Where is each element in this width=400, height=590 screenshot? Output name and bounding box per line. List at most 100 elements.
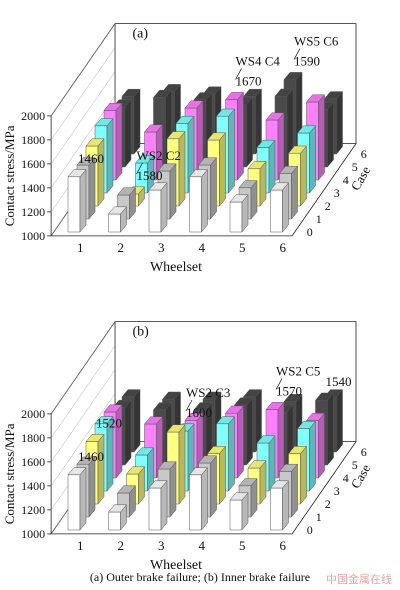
bar-side (169, 163, 177, 220)
bar-top (224, 92, 245, 100)
annotation-label: 1580 (137, 168, 163, 183)
annotation-label: 1520 (96, 416, 122, 431)
bar-top (94, 118, 114, 127)
figure-caption: (a) Outer brake failure; (b) Inner brake… (89, 570, 311, 584)
bar-top (283, 394, 303, 402)
y-axis-title: Contact stress/MPa (2, 125, 17, 226)
bar-front (229, 499, 243, 531)
bar-top (143, 416, 164, 425)
bar-top (85, 138, 105, 147)
annotation-label: WS2 C2 (137, 148, 181, 163)
annotation-label: WS4 C4 (236, 54, 281, 69)
bar-top (323, 91, 344, 100)
bar-side (97, 433, 105, 505)
bar-side (201, 466, 208, 531)
bar-top (265, 112, 285, 121)
bar-top (238, 180, 258, 189)
grid-line (50, 345, 116, 439)
bar-top (278, 165, 299, 174)
bar-side (318, 94, 325, 181)
y-tick-label: 1000 (21, 229, 45, 243)
bar-top (157, 163, 177, 172)
x-tick-label: 3 (158, 538, 165, 553)
bar-top (193, 92, 213, 101)
x-tick-label: 3 (158, 240, 165, 255)
bar-top (116, 485, 137, 494)
bar-side (300, 145, 307, 207)
case-tick-label: 3 (334, 484, 340, 498)
annotation-label: 1460 (78, 449, 104, 464)
bar-ws5-case0 (229, 194, 249, 233)
watermark: 中国金属在线 (326, 573, 392, 586)
bar-front (67, 474, 81, 531)
bar-top (161, 391, 182, 400)
bar-front (270, 189, 283, 233)
case-tick-label: 3 (334, 186, 340, 200)
bar-front (67, 176, 81, 233)
bar-top (188, 467, 209, 476)
bar-side (300, 445, 307, 505)
x-tick-label: 1 (77, 240, 84, 255)
bar-side (291, 165, 298, 220)
bar-ws2-case3 (134, 155, 155, 194)
bar-side (97, 138, 105, 207)
chart-panel-a: 1000 1200 1400 1600 1800 2000 Contact stress/M… (2, 23, 373, 275)
bar-ws3-case0 (148, 182, 168, 233)
bar-top (157, 461, 177, 470)
grid-line (50, 71, 116, 165)
case-tick-label: 0 (307, 523, 313, 537)
annotation-label: WS2 C5 (276, 364, 320, 379)
bar-side (336, 90, 343, 155)
bar-ws5-case0 (229, 492, 249, 531)
bar-top (175, 115, 195, 124)
bar-side (133, 388, 141, 453)
case-tick-label: 4 (343, 471, 349, 485)
annotation-label: 1590 (294, 54, 320, 69)
bar-front (189, 474, 202, 531)
bar-top (103, 404, 123, 413)
bar-top (287, 446, 308, 454)
bar-top (107, 504, 128, 513)
bar-top (247, 460, 267, 469)
bar-top (242, 389, 263, 398)
bar-side (246, 96, 253, 168)
annotation-leader (235, 68, 242, 80)
bar-top (67, 467, 87, 476)
bar-top (274, 88, 294, 97)
bar-ws4-case0 (188, 466, 209, 531)
bar-top (247, 161, 267, 170)
bar-side (309, 420, 316, 492)
bar-top (121, 389, 141, 398)
annotation-label: 1600 (186, 405, 212, 420)
bar-top (197, 157, 218, 166)
bar-top (283, 72, 303, 80)
chart-back-wall (114, 321, 357, 442)
bar-front (148, 189, 162, 233)
bar-top (269, 182, 290, 191)
bar-top (305, 94, 326, 103)
bar-top (206, 132, 227, 141)
case-tick-label: 5 (352, 160, 358, 174)
bar-side (178, 424, 186, 505)
bar-top (76, 456, 96, 465)
bar-side (268, 435, 276, 492)
case-tick-label: 2 (325, 199, 331, 213)
annotation-label: 1570 (276, 384, 302, 399)
bar-side (169, 461, 177, 518)
bar-top (125, 466, 146, 475)
y-tick-label: 2000 (21, 407, 45, 421)
bar-top (134, 155, 155, 164)
bar-top (256, 435, 276, 444)
bar-side (210, 157, 217, 220)
bar-side (210, 455, 217, 518)
bar-side (228, 415, 235, 492)
case-tick-label: 6 (361, 147, 367, 161)
bar-front (148, 487, 162, 531)
x-tick-label: 5 (239, 240, 246, 255)
bar-side (79, 466, 87, 531)
bar-top (265, 402, 285, 410)
annotation-label: 1540 (326, 374, 352, 389)
bar-top (152, 89, 173, 98)
bar-side (106, 117, 114, 194)
